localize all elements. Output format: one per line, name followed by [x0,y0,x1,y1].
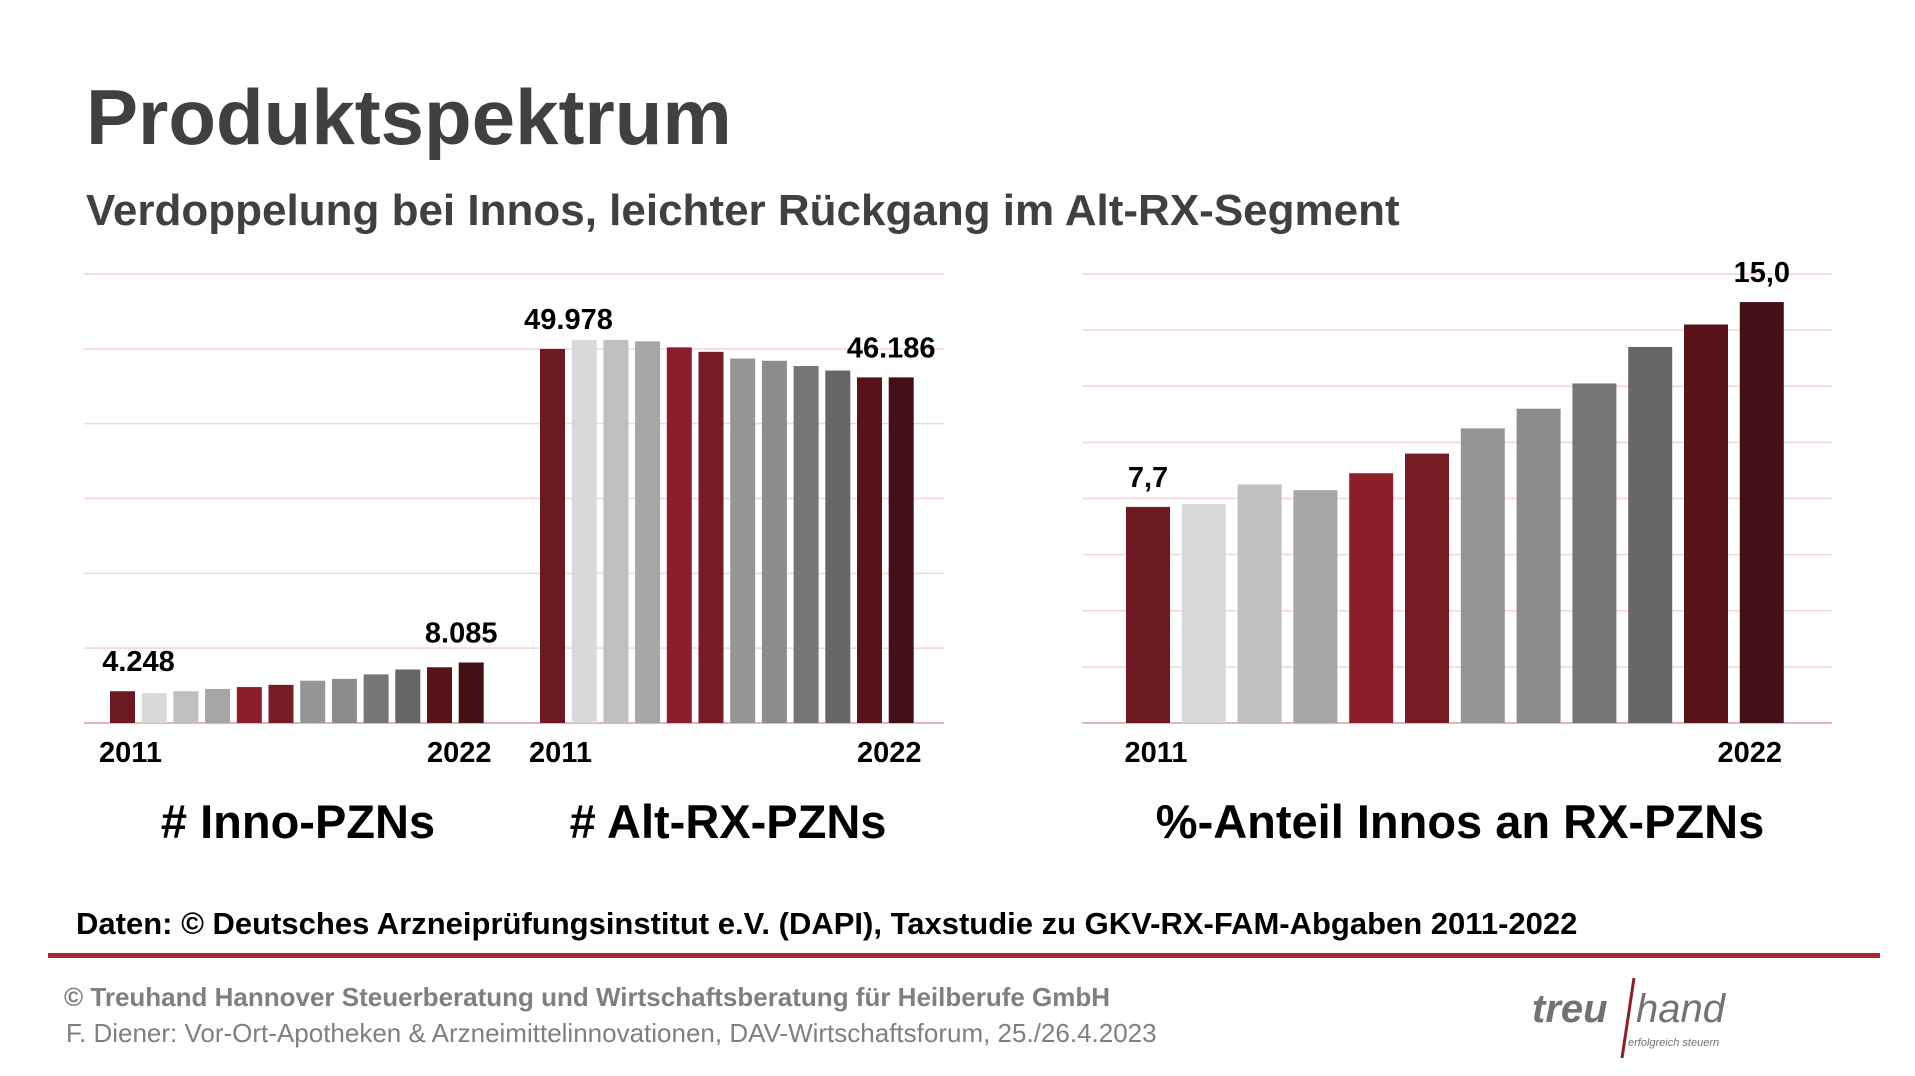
share-bar-2013 [1237,484,1282,723]
logo-word-right: hand [1636,987,1727,1031]
footer-divider [48,953,1880,958]
logo-word-left: treu [1532,987,1608,1031]
share-bar-2017 [1460,428,1505,723]
share-x-tick-first: 2011 [1125,737,1188,769]
alt-rx-bar-2012 [571,339,597,723]
inno-x-tick-first: 2011 [99,737,162,769]
alt-rx-chart-caption: # Alt-RX-PZNs [569,795,887,848]
inno-bar-2015 [236,687,262,723]
share-bar-2020 [1628,346,1673,723]
inno-first-value-label: 4.248 [102,646,175,678]
share-bar-2014 [1293,490,1338,723]
charts-area: 4.248 8.085 49.978 46.186 7,7 15,0 2011 … [84,257,1832,769]
inno-bar-2020 [395,669,421,723]
share-bar-2012 [1181,504,1226,723]
share-bar-2022 [1739,302,1784,723]
alt-rx-x-tick-last: 2022 [857,737,922,769]
inno-bar-2016 [268,684,294,723]
alt-rx-first-value-label: 49.978 [524,304,613,336]
inno-bar-2019 [363,674,389,723]
inno-bar-2021 [427,667,452,723]
share-x-tick-last: 2022 [1718,737,1783,769]
share-bar-2019 [1572,383,1617,723]
share-last-value-label: 15,0 [1734,257,1790,289]
inno-chart-bars [110,662,484,723]
alt-rx-bar-2018 [761,360,787,723]
alt-rx-bar-2022 [888,377,914,723]
share-bar-2021 [1684,324,1728,723]
alt-rx-bar-2017 [730,358,756,723]
alt-rx-bar-2020 [825,370,851,723]
inno-bar-2013 [173,691,199,723]
share-bar-2016 [1405,453,1449,723]
footer-event-info: F. Diener: Vor-Ort-Apotheken & Arzneimit… [66,1018,1157,1048]
data-source-note: Daten: © Deutsches Arzneiprüfungsinstitu… [76,906,1578,941]
inno-bar-2011 [110,691,135,723]
alt-rx-bar-2016 [698,351,724,723]
alt-rx-chart-bars [540,339,914,723]
inno-x-tick-last: 2022 [427,737,492,769]
inno-last-value-label: 8.085 [425,617,498,649]
footer-copyright: © Treuhand Hannover Steuerberatung und W… [64,982,1111,1012]
alt-rx-last-value-label: 46.186 [847,332,936,364]
logo-slash [1620,977,1636,1059]
inno-bar-2017 [300,680,326,723]
alt-rx-bar-2019 [793,366,819,723]
alt-rx-bar-2014 [635,341,661,723]
page-subtitle: Verdoppelung bei Innos, leichter Rückgan… [86,186,1400,235]
share-bar-2018 [1516,408,1561,723]
alt-rx-bar-2011 [540,348,565,723]
page-title: Produktspektrum [86,73,732,161]
share-chart-caption: %-Anteil Innos an RX-PZNs [1155,795,1765,848]
share-chart-bars [1126,302,1784,723]
inno-chart-caption: # Inno-PZNs [160,795,436,848]
inno-bar-2018 [331,678,357,723]
alt-rx-bar-2021 [857,377,882,723]
alt-rx-bar-2015 [666,347,692,723]
alt-rx-bar-2013 [603,339,629,723]
logo-tagline: erfolgreich steuern [1628,1037,1719,1049]
inno-bar-2012 [141,693,167,723]
inno-bar-2022 [458,662,484,723]
inno-bar-2014 [205,688,231,723]
alt-rx-x-tick-first: 2011 [529,737,592,769]
treuhand-logo: treu hand erfolgreich steuern [1532,977,1727,1059]
share-bar-2015 [1349,473,1394,723]
share-first-value-label: 7,7 [1128,462,1168,494]
share-bar-2011 [1126,506,1170,723]
